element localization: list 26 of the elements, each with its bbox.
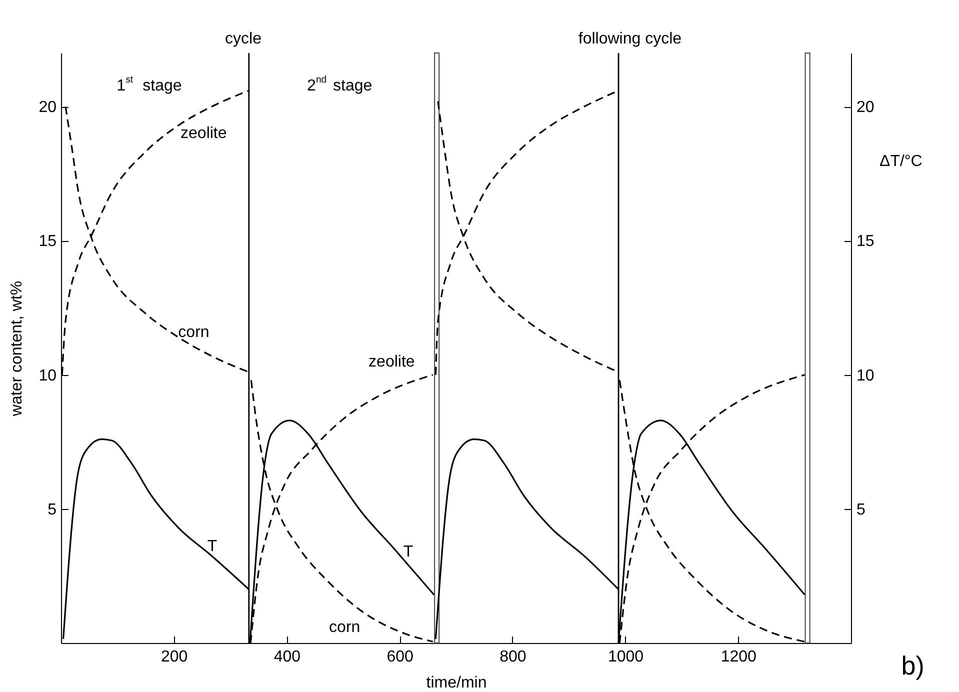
- y2-tick-label: 20: [856, 99, 874, 116]
- annotation: zeolite: [180, 125, 227, 142]
- y2-tick-label: 10: [856, 367, 874, 384]
- annotation: T: [403, 544, 414, 561]
- annotation: zeolite: [368, 354, 415, 371]
- text: b): [901, 650, 924, 681]
- y2-axis-title: ΔT/°C: [880, 152, 922, 170]
- annotation: corn: [178, 324, 210, 342]
- y-tick-label: 15: [38, 233, 57, 250]
- y-tick-label: 10: [38, 367, 57, 384]
- x-tick-label: 400: [274, 648, 301, 666]
- x-tick-label: 600: [386, 648, 414, 666]
- y2-tick-label: 5: [856, 501, 866, 518]
- x-tick-label: 200: [161, 648, 188, 666]
- y-tick-label: 20: [38, 99, 57, 116]
- y-tick-label: 5: [48, 501, 57, 518]
- x-axis-title: time/min: [426, 674, 487, 692]
- text: cycle: [225, 30, 262, 48]
- annotation: corn: [329, 619, 360, 636]
- x-tick-label: 1000: [608, 648, 644, 666]
- annotation: T: [207, 538, 218, 556]
- y-axis-title: water content, wt%: [8, 280, 26, 418]
- y2-tick-label: 15: [856, 233, 874, 250]
- text: following cycle: [578, 30, 682, 48]
- x-tick-label: 1200: [720, 648, 757, 666]
- x-tick-label: 800: [500, 648, 526, 666]
